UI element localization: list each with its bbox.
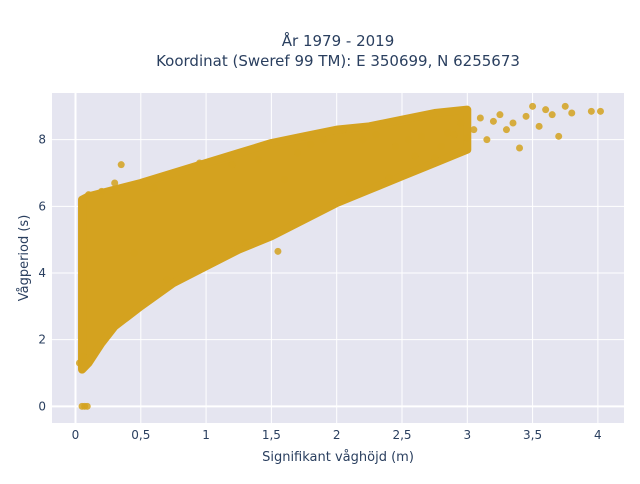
scatter-point xyxy=(444,129,452,137)
scatter-point xyxy=(555,132,563,140)
x-tick-label: 2 xyxy=(333,428,341,442)
scatter-point xyxy=(280,176,288,184)
scatter-point xyxy=(98,187,106,195)
scatter-point xyxy=(509,119,517,127)
scatter-point xyxy=(529,102,537,110)
y-axis-title: Vågperiod (s) xyxy=(17,215,32,302)
scatter-point xyxy=(391,142,399,150)
y-tick-label: 8 xyxy=(38,133,46,147)
y-tick-label: 6 xyxy=(38,199,46,213)
scatter-point xyxy=(535,122,543,130)
scatter-point xyxy=(457,119,465,127)
scatter-point xyxy=(79,352,87,360)
scatter-point xyxy=(385,174,393,182)
scatter-point xyxy=(561,102,569,110)
scatter-point xyxy=(450,131,458,139)
scatter-point xyxy=(476,114,484,122)
scatter-point xyxy=(411,152,419,160)
scatter-point xyxy=(75,359,83,367)
scatter-point xyxy=(496,111,504,119)
scatter-point xyxy=(372,131,380,139)
scatter-point xyxy=(130,249,138,257)
scatter-point xyxy=(85,191,93,199)
scatter-point xyxy=(596,107,604,115)
x-tick-label: 0,5 xyxy=(131,428,150,442)
scatter-point xyxy=(483,136,491,144)
x-tick-label: 3,5 xyxy=(523,428,542,442)
scatter-point xyxy=(568,109,576,117)
density-region xyxy=(78,105,472,374)
scatter-point xyxy=(489,117,497,125)
scatter-point xyxy=(516,144,524,152)
x-tick-label: 1 xyxy=(202,428,210,442)
scatter-point xyxy=(522,112,530,120)
x-tick-label: 0 xyxy=(72,428,80,442)
scatter-point xyxy=(163,276,171,284)
scatter-point xyxy=(111,179,119,187)
scatter-point xyxy=(346,189,354,197)
chart-subtitle: Koordinat (Sweref 99 TM): E 350699, N 62… xyxy=(156,52,520,70)
y-tick-labels: 0 2 4 6 8 xyxy=(38,133,46,414)
x-tick-label: 1,5 xyxy=(262,428,281,442)
scatter-point xyxy=(294,149,302,157)
x-tick-label: 3 xyxy=(463,428,471,442)
scatter-point xyxy=(463,134,471,142)
scatter-point xyxy=(405,136,413,144)
scatter-point xyxy=(117,161,125,169)
scatter-point xyxy=(431,154,439,162)
chart-title: År 1979 - 2019 xyxy=(282,31,395,50)
scatter-point xyxy=(254,156,262,164)
scatter-point xyxy=(228,161,236,169)
x-tick-label: 4 xyxy=(594,428,602,442)
scatter-point xyxy=(359,136,367,144)
scatter-point xyxy=(150,184,158,192)
scatter-point xyxy=(418,132,426,140)
y-tick-label: 2 xyxy=(38,333,46,347)
scatter-point xyxy=(587,107,595,115)
y-tick-label: 0 xyxy=(38,399,46,413)
scatter-point xyxy=(241,239,249,247)
scatter-point xyxy=(542,106,550,114)
x-tick-label: 2,5 xyxy=(392,428,411,442)
scatter-point xyxy=(437,142,445,150)
scatter-point xyxy=(274,247,282,255)
scatter-point xyxy=(307,141,315,149)
y-tick-label: 4 xyxy=(38,266,46,280)
x-axis-title: Signifikant våghöjd (m) xyxy=(262,450,414,465)
data-points xyxy=(75,102,604,410)
density-cloud xyxy=(78,105,472,374)
scatter-point xyxy=(548,111,556,119)
scatter-point xyxy=(209,259,217,267)
scatter-point xyxy=(502,126,510,134)
scatter-point xyxy=(339,126,347,134)
scatter-point xyxy=(470,126,478,134)
x-tick-labels: 0 0,5 1 1,5 2 2,5 3 3,5 4 xyxy=(72,428,602,442)
scatter-point xyxy=(83,402,91,410)
scatter-point xyxy=(320,136,328,144)
scatter-point xyxy=(196,159,204,167)
